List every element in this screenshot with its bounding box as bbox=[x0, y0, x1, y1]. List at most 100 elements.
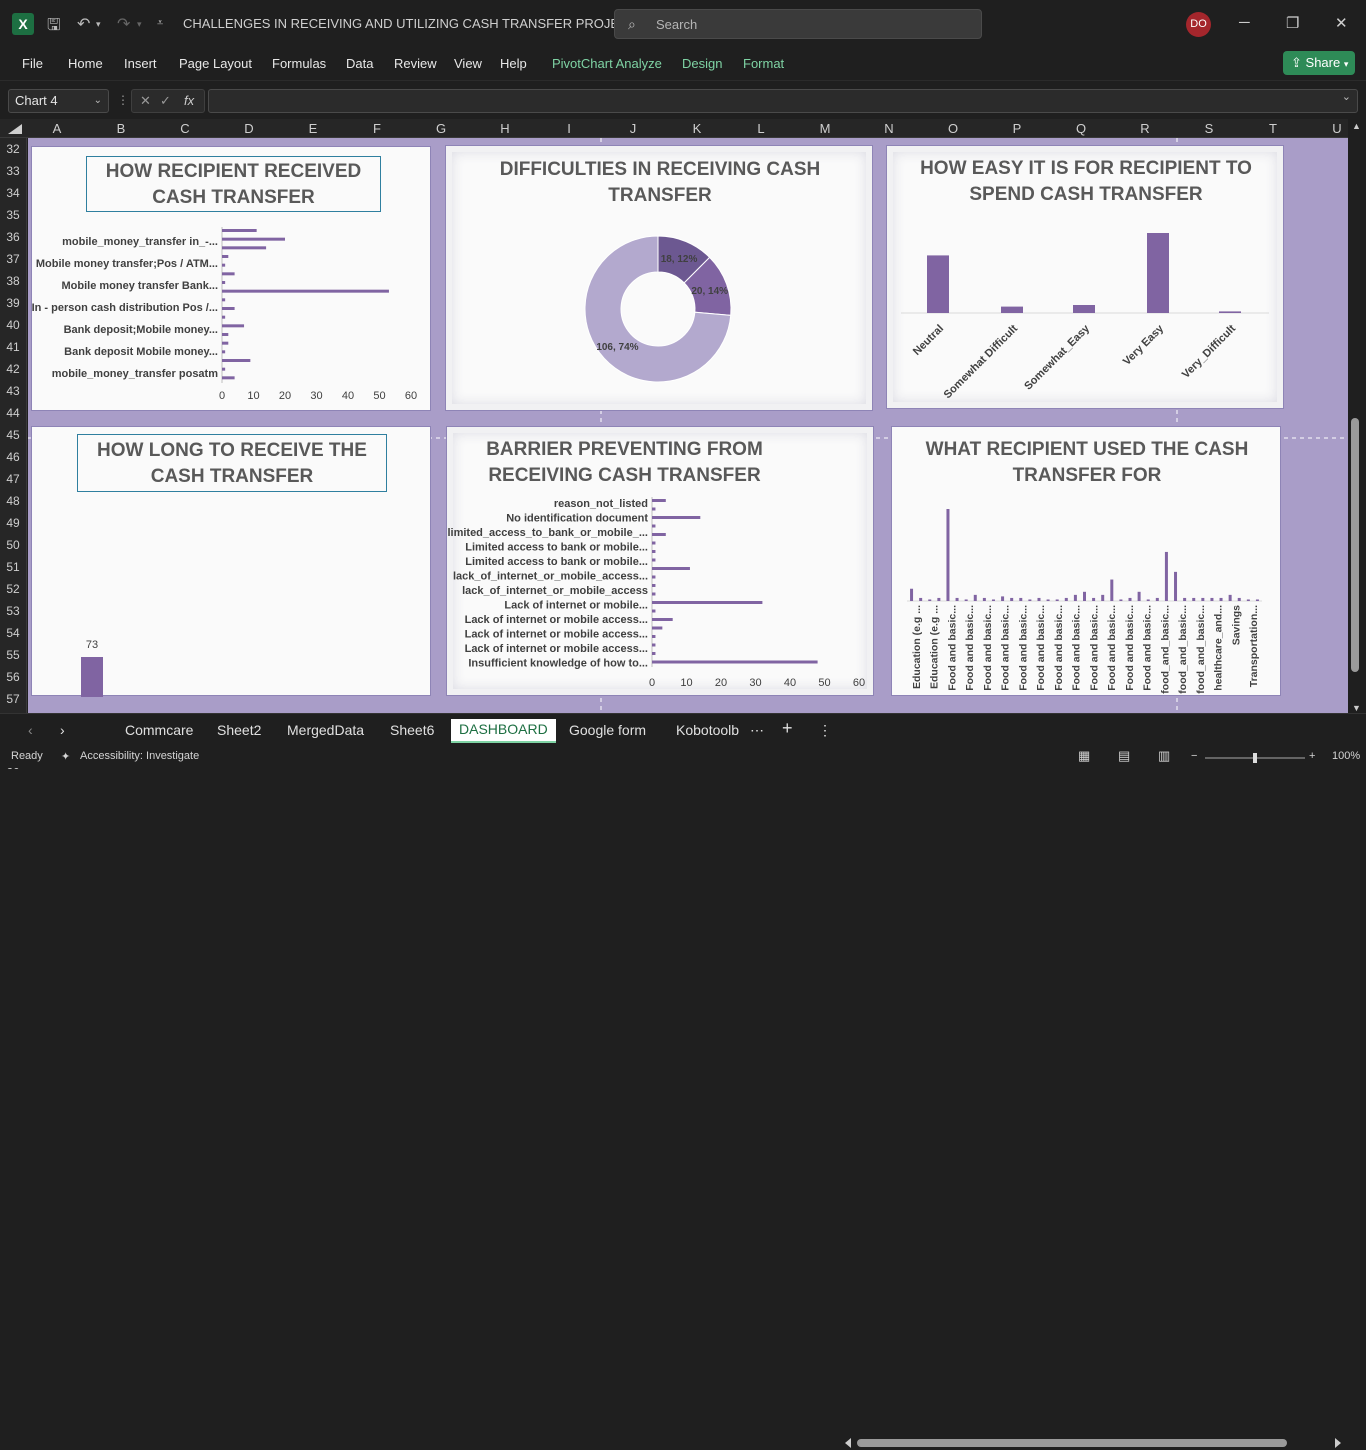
tab-data[interactable]: Data bbox=[346, 56, 374, 71]
tab-page-layout[interactable]: Page Layout bbox=[179, 56, 253, 71]
row-label[interactable]: 34 bbox=[6, 186, 20, 200]
column-label[interactable]: G bbox=[435, 121, 447, 136]
row-label[interactable]: 52 bbox=[6, 582, 20, 596]
column-label[interactable]: Q bbox=[1075, 121, 1087, 136]
row-label[interactable]: 43 bbox=[6, 384, 20, 398]
row-label[interactable]: 36 bbox=[6, 230, 20, 244]
chart-barriers[interactable]: BARRIER PREVENTING FROM RECEIVING CASH T… bbox=[446, 426, 874, 696]
row-label[interactable]: 33 bbox=[6, 164, 20, 178]
minimize-icon[interactable]: ─ bbox=[1239, 14, 1250, 31]
restore-icon[interactable]: ❐ bbox=[1286, 15, 1300, 32]
row-label[interactable]: 50 bbox=[6, 538, 20, 552]
scroll-up-icon[interactable]: ▲ bbox=[1352, 121, 1361, 131]
save-icon[interactable]: 🖫 bbox=[47, 17, 61, 34]
customize-toolbar-icon[interactable]: ⩡ bbox=[157, 17, 164, 29]
tab-review[interactable]: Review bbox=[394, 56, 437, 71]
tab-pivotchart-analyze[interactable]: PivotChart Analyze bbox=[552, 56, 662, 71]
scroll-down-icon[interactable]: ▼ bbox=[1352, 703, 1361, 713]
zoom-in-icon[interactable]: + bbox=[1309, 750, 1316, 762]
cancel-icon[interactable]: ✕ bbox=[140, 93, 151, 108]
tab-design[interactable]: Design bbox=[682, 56, 723, 71]
chart-how-received[interactable]: HOW RECIPIENT RECEIVED CASH TRANSFER 0 10… bbox=[31, 146, 431, 411]
row-label[interactable]: 51 bbox=[6, 560, 20, 574]
column-label[interactable]: O bbox=[947, 121, 959, 136]
close-icon[interactable]: ✕ bbox=[1335, 15, 1348, 32]
column-label[interactable]: U bbox=[1332, 121, 1342, 136]
redo-icon[interactable]: ↷ bbox=[117, 16, 131, 33]
tab-mergeddata[interactable]: MergedData bbox=[287, 722, 365, 738]
row-label[interactable]: 56 bbox=[6, 670, 20, 684]
insert-function-icon[interactable]: fx bbox=[184, 93, 195, 108]
page-layout-view-icon[interactable]: ▤ bbox=[1118, 748, 1131, 763]
row-label[interactable]: 49 bbox=[6, 516, 20, 530]
more-sheets-icon[interactable]: ⋯ bbox=[750, 722, 764, 738]
row-label[interactable]: 37 bbox=[6, 252, 20, 266]
chart-difficulties[interactable]: DIFFICULTIES IN RECEIVING CASH TRANSFER … bbox=[445, 145, 873, 411]
column-label[interactable]: F bbox=[373, 121, 381, 136]
zoom-slider[interactable] bbox=[1205, 753, 1305, 763]
column-label[interactable]: K bbox=[692, 121, 702, 136]
tab-dashboard[interactable]: DASHBOARD bbox=[451, 719, 556, 743]
row-label[interactable]: 42 bbox=[6, 362, 20, 376]
tab-sheet2[interactable]: Sheet2 bbox=[217, 722, 262, 738]
column-label[interactable]: A bbox=[52, 121, 62, 136]
avatar[interactable]: DO bbox=[1186, 12, 1211, 37]
undo-icon[interactable]: ↶ bbox=[77, 16, 91, 33]
row-label[interactable]: 48 bbox=[6, 494, 20, 508]
normal-view-icon[interactable]: ▦ bbox=[1078, 748, 1091, 763]
undo-dropdown-icon[interactable]: ▾ bbox=[96, 19, 101, 29]
chart-usage[interactable]: WHAT RECIPIENT USED THE CASH TRANSFER FO… bbox=[891, 426, 1281, 696]
chart-how-long[interactable]: HOW LONG TO RECEIVE THE CASH TRANSFER 73… bbox=[31, 426, 431, 697]
share-button[interactable]: ⇪ Share ▾ bbox=[1283, 51, 1355, 75]
row-label[interactable]: 35 bbox=[6, 208, 20, 222]
tab-help[interactable]: Help bbox=[500, 56, 527, 71]
accessibility-icon[interactable]: ✦ bbox=[61, 751, 71, 763]
prev-sheet-icon[interactable]: ‹ bbox=[28, 722, 33, 738]
formula-input[interactable]: ⌄ bbox=[208, 89, 1358, 113]
row-label[interactable]: 55 bbox=[6, 648, 20, 662]
row-label[interactable]: 47 bbox=[6, 472, 20, 486]
vertical-scroll-thumb[interactable] bbox=[1351, 418, 1359, 672]
expand-formula-icon[interactable]: ⌄ bbox=[1341, 91, 1351, 103]
row-label[interactable]: 40 bbox=[6, 318, 20, 332]
select-all-icon[interactable] bbox=[8, 124, 22, 134]
row-label[interactable]: 32 bbox=[6, 142, 20, 156]
column-label[interactable]: T bbox=[1269, 121, 1277, 136]
column-label[interactable]: P bbox=[1012, 121, 1022, 136]
add-sheet-icon[interactable]: + bbox=[782, 718, 793, 738]
name-box[interactable]: Chart 4 ⌄ bbox=[8, 89, 109, 113]
column-label[interactable]: E bbox=[308, 121, 318, 136]
column-label[interactable]: I bbox=[567, 121, 571, 136]
tab-formulas[interactable]: Formulas bbox=[272, 56, 327, 71]
row-label[interactable]: 53 bbox=[6, 604, 20, 618]
search-input[interactable]: ⌕ Search bbox=[614, 9, 982, 39]
row-label[interactable]: 38 bbox=[6, 274, 20, 288]
accessibility-status[interactable]: Accessibility: Investigate bbox=[80, 750, 200, 762]
tab-file[interactable]: File bbox=[22, 56, 43, 71]
column-label[interactable]: M bbox=[819, 121, 831, 136]
column-label[interactable]: J bbox=[629, 121, 637, 136]
sheet-options-icon[interactable]: ⋮ bbox=[818, 722, 832, 738]
enter-icon[interactable]: ✓ bbox=[160, 93, 171, 108]
row-label[interactable]: 57 bbox=[6, 692, 20, 706]
row-label[interactable]: 46 bbox=[6, 450, 20, 464]
tab-home[interactable]: Home bbox=[68, 56, 103, 71]
column-label[interactable]: R bbox=[1140, 121, 1150, 136]
row-label[interactable]: 41 bbox=[6, 340, 20, 354]
tab-google-form[interactable]: Google form bbox=[569, 722, 647, 738]
tab-insert[interactable]: Insert bbox=[124, 56, 157, 71]
tab-view[interactable]: View bbox=[454, 56, 482, 71]
horizontal-scrollbar[interactable] bbox=[843, 1436, 1348, 1450]
column-label[interactable]: H bbox=[500, 121, 510, 136]
redo-dropdown-icon[interactable]: ▾ bbox=[137, 19, 142, 29]
tab-commcare[interactable]: Commcare bbox=[125, 722, 194, 738]
column-label[interactable]: D bbox=[244, 121, 254, 136]
column-label[interactable]: L bbox=[757, 121, 765, 136]
tab-format[interactable]: Format bbox=[743, 56, 785, 71]
next-sheet-icon[interactable]: › bbox=[60, 722, 65, 738]
column-label[interactable]: S bbox=[1204, 121, 1214, 136]
chevron-down-icon[interactable]: ⌄ bbox=[93, 95, 102, 106]
row-label[interactable]: 45 bbox=[6, 428, 20, 442]
page-break-view-icon[interactable]: ▥ bbox=[1158, 748, 1171, 763]
chart-ease-of-spending[interactable]: HOW EASY IT IS FOR RECIPIENT TO SPEND CA… bbox=[886, 145, 1284, 409]
